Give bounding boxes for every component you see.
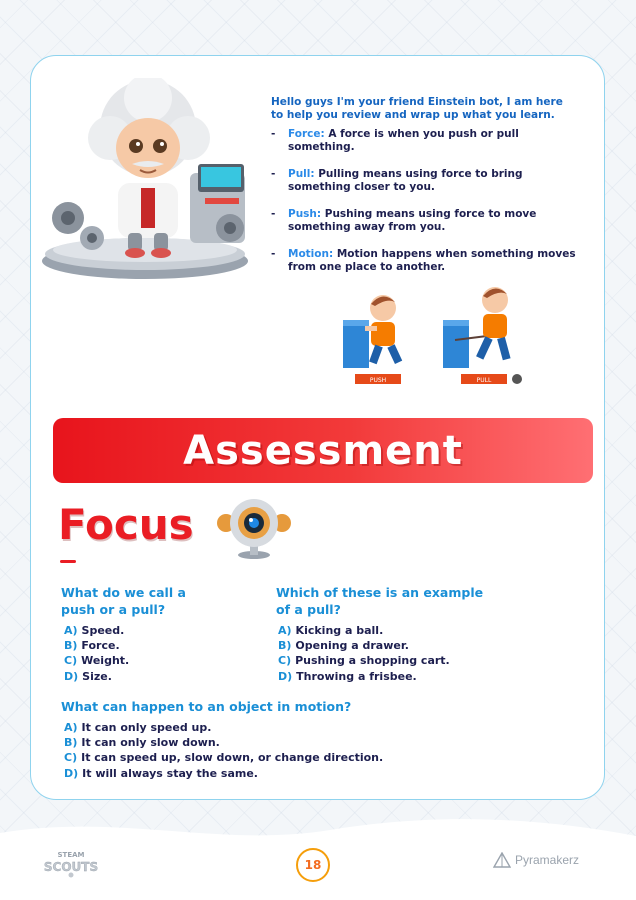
bullet-dash: - bbox=[271, 208, 276, 220]
answer-option[interactable]: B) Opening a drawer. bbox=[278, 638, 450, 653]
option-letter: B) bbox=[64, 639, 78, 653]
option-letter: A) bbox=[64, 721, 78, 734]
option-letter: A) bbox=[278, 624, 292, 637]
logo-top-text: STEAM bbox=[58, 851, 85, 859]
pyramakerz-brand: Pyramakerz bbox=[493, 852, 579, 868]
bullet-dash: - bbox=[271, 168, 276, 180]
answer-option[interactable]: A) It can only speed up. bbox=[64, 720, 383, 735]
definition-term: Force: bbox=[288, 128, 325, 140]
answer-option[interactable]: D) Throwing a frisbee. bbox=[278, 669, 450, 684]
option-text: Throwing a frisbee. bbox=[296, 669, 417, 683]
option-text: Opening a drawer. bbox=[295, 639, 409, 653]
option-letter: B) bbox=[278, 639, 292, 653]
bullet-dash: - bbox=[271, 128, 276, 140]
answer-option[interactable]: D) Size. bbox=[64, 669, 129, 684]
answer-option[interactable]: D) It will always stay the same. bbox=[64, 766, 383, 781]
assessment-title: Assessment bbox=[183, 427, 463, 474]
question-2-title: Which of these is an example of a pull? bbox=[276, 585, 484, 617]
focus-underline bbox=[60, 560, 76, 563]
question-2-options: A) Kicking a ball. B) Opening a drawer. C)… bbox=[278, 623, 450, 684]
bullet-dash: - bbox=[271, 248, 276, 260]
question-3-options: A) It can only speed up. B) It can only sl… bbox=[64, 720, 383, 781]
option-text: Weight. bbox=[81, 654, 130, 668]
option-text: It can speed up, slow down, or change di… bbox=[81, 751, 384, 765]
definition-text: Pushing means using force to move someth… bbox=[288, 208, 537, 233]
option-text: Size. bbox=[82, 669, 112, 683]
einstein-bot-illustration bbox=[42, 78, 248, 279]
option-text: It will always stay the same. bbox=[82, 766, 258, 780]
definition-force: - Force: A force is when you push or pul… bbox=[271, 128, 576, 154]
option-letter: B) bbox=[64, 736, 78, 750]
definition-text: A force is when you push or pull somethi… bbox=[288, 128, 519, 153]
answer-option[interactable]: C) Weight. bbox=[64, 653, 129, 668]
definition-push: - Push: Pushing means using force to mov… bbox=[271, 208, 576, 234]
option-text: Force. bbox=[81, 639, 120, 653]
option-text: Speed. bbox=[81, 624, 125, 637]
option-letter: A) bbox=[64, 624, 78, 637]
option-letter: C) bbox=[64, 751, 78, 765]
definition-body: Force: A force is when you push or pull … bbox=[288, 128, 576, 154]
logo-bottom-text: SCOUTS bbox=[44, 860, 98, 874]
definition-body: Push: Pushing means using force to move … bbox=[288, 208, 576, 234]
option-letter: C) bbox=[64, 654, 78, 668]
option-text: It can only slow down. bbox=[81, 736, 220, 750]
definition-body: Pull: Pulling means using force to bring… bbox=[288, 168, 576, 194]
question-1-options: A) Speed. B) Force. C) Weight. D) Size. bbox=[64, 623, 129, 684]
assessment-banner: Assessment bbox=[53, 418, 593, 483]
definition-text: Motion happens when something moves from… bbox=[288, 248, 576, 273]
option-letter: C) bbox=[278, 654, 292, 668]
answer-option[interactable]: C) Pushing a shopping cart. bbox=[278, 653, 450, 668]
camera-robot-icon bbox=[217, 499, 291, 559]
definition-body: Motion: Motion happens when something mo… bbox=[288, 248, 576, 274]
definition-pull: - Pull: Pulling means using force to bri… bbox=[271, 168, 576, 194]
option-text: Pushing a shopping cart. bbox=[295, 654, 450, 668]
answer-option[interactable]: B) Force. bbox=[64, 638, 129, 653]
intro-text: Hello guys I'm your friend Einstein bot,… bbox=[271, 96, 563, 121]
definition-motion: - Motion: Motion happens when something … bbox=[271, 248, 576, 274]
steam-scouts-logo: STEAM SCOUTS bbox=[44, 851, 98, 878]
answer-option[interactable]: C) It can speed up, slow down, or change … bbox=[64, 750, 383, 765]
definition-text: Pulling means using force to bring somet… bbox=[288, 168, 523, 193]
definition-term: Push: bbox=[288, 208, 322, 220]
answer-option[interactable]: B) It can only slow down. bbox=[64, 735, 383, 750]
option-letter: D) bbox=[278, 669, 293, 683]
focus-title: Focus bbox=[58, 500, 194, 549]
answer-option[interactable]: A) Kicking a ball. bbox=[278, 623, 450, 638]
answer-option[interactable]: A) Speed. bbox=[64, 623, 129, 638]
page-number: 18 bbox=[296, 848, 330, 882]
pull-label: PULL bbox=[477, 377, 492, 384]
pyramid-icon bbox=[493, 852, 511, 868]
question-1-title: What do we call a push or a pull? bbox=[61, 585, 186, 617]
option-text: It can only speed up. bbox=[81, 721, 212, 734]
question-3-title: What can happen to an object in motion? bbox=[61, 699, 352, 714]
option-letter: D) bbox=[64, 669, 79, 683]
option-letter: D) bbox=[64, 766, 79, 780]
definition-list: - Force: A force is when you push or pul… bbox=[271, 128, 576, 288]
push-label: PUSH bbox=[370, 377, 386, 384]
definition-term: Pull: bbox=[288, 168, 315, 180]
option-text: Kicking a ball. bbox=[295, 624, 384, 637]
brand-name: Pyramakerz bbox=[515, 853, 580, 867]
push-pull-illustration: PUSH PULL bbox=[343, 287, 522, 384]
definition-term: Motion: bbox=[288, 248, 334, 260]
